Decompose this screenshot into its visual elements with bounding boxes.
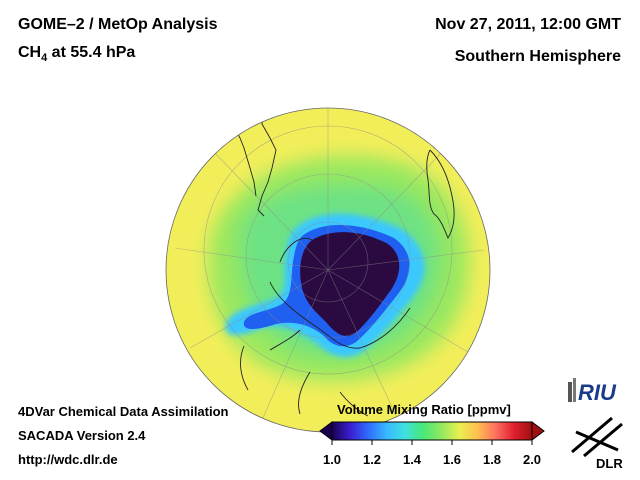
footer-line-version: SACADA Version 2.4 bbox=[18, 428, 146, 443]
colorbar-tick-label: 1.2 bbox=[362, 452, 382, 467]
species-symbol: CH bbox=[18, 44, 42, 61]
dlr-logo-text: DLR bbox=[596, 456, 623, 471]
field-core bbox=[300, 232, 400, 337]
dlr-logo: DLR bbox=[571, 416, 623, 471]
colorbar bbox=[319, 421, 545, 445]
date-time: Nov 27, 2011, 12:00 GMT bbox=[435, 16, 621, 33]
coast-africa bbox=[426, 149, 455, 240]
colorbar-tick-label: 1.4 bbox=[402, 452, 422, 467]
colorbar-tick-label: 1.0 bbox=[322, 452, 342, 467]
globe-field bbox=[166, 108, 490, 432]
footer-line-assimilation: 4DVar Chemical Data Assimilation bbox=[18, 404, 229, 419]
coast-australia-edge bbox=[298, 371, 369, 417]
colorbar-tick-label: 1.6 bbox=[442, 452, 462, 467]
colorbar-min-arrow bbox=[319, 421, 333, 441]
species-level-label: CH4 at 55.4 hPa bbox=[18, 44, 135, 64]
colorbar-max-arrow bbox=[531, 421, 545, 441]
hemisphere-label: Southern Hemisphere bbox=[454, 48, 621, 65]
colorbar-tick-label: 2.0 bbox=[522, 452, 542, 467]
species-subscript: 4 bbox=[41, 52, 48, 65]
riu-logo-text: RIU bbox=[578, 380, 617, 405]
colorbar-gradient bbox=[331, 421, 533, 441]
riu-logo: RIU bbox=[568, 378, 617, 405]
coast-antarctica bbox=[240, 238, 411, 391]
colorbar-ticks bbox=[331, 440, 533, 445]
colorbar-tick-label: 1.8 bbox=[482, 452, 502, 467]
footer-link-url[interactable]: http://wdc.dlr.de bbox=[18, 452, 118, 467]
graticule bbox=[174, 108, 485, 421]
map-title: GOME–2 / MetOp Analysis bbox=[18, 16, 218, 33]
pressure-level: at 55.4 hPa bbox=[47, 44, 136, 61]
colorbar-title: Volume Mixing Ratio [ppmv] bbox=[337, 402, 511, 417]
